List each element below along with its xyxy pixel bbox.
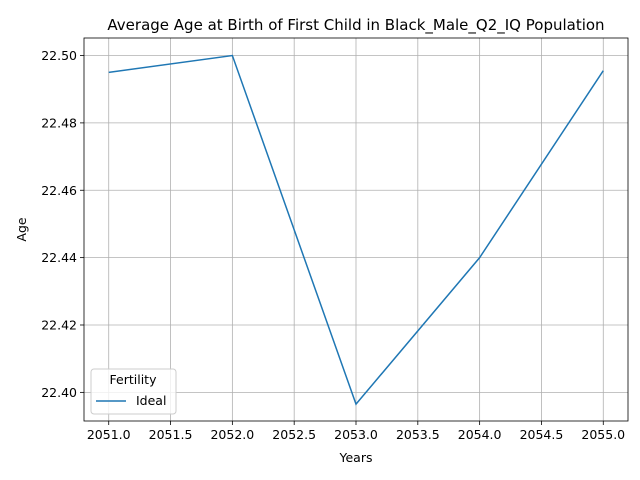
- chart-title: Average Age at Birth of First Child in B…: [107, 16, 604, 35]
- y-tick-label: 22.44: [41, 250, 77, 265]
- legend-box: [90, 368, 177, 415]
- x-tick-label: 2054.0: [458, 427, 502, 442]
- y-tick-label: 22.42: [41, 317, 77, 332]
- x-tick-label: 2051.5: [149, 427, 193, 442]
- series-line-ideal: [108, 54, 604, 406]
- legend-title: Fertility: [110, 372, 158, 387]
- legend: Fertility Ideal: [90, 368, 177, 415]
- y-tick-label: 22.50: [41, 48, 77, 63]
- x-tick-label: 2051.0: [87, 427, 131, 442]
- x-tick-label: 2053.5: [396, 427, 440, 442]
- series-layer: [108, 54, 604, 406]
- x-tick-label: 2052.5: [272, 427, 316, 442]
- x-tick-label: 2055.0: [581, 427, 625, 442]
- grid: [84, 38, 628, 421]
- y-tick-label: 22.48: [41, 115, 77, 130]
- legend-label: Ideal: [136, 393, 166, 408]
- x-tick-label: 2053.0: [334, 427, 378, 442]
- x-axis-label: Years: [339, 450, 373, 465]
- y-tick-label: 22.46: [41, 183, 77, 198]
- x-tick-label: 2054.5: [520, 427, 564, 442]
- axis-ticks: 2051.0 2051.5 2052.0 2052.5 2053.0 2053.5 2054…: [41, 48, 625, 442]
- y-tick-label: 22.40: [41, 385, 77, 400]
- x-tick-label: 2052.0: [210, 427, 254, 442]
- y-axis-label: Age: [14, 217, 29, 241]
